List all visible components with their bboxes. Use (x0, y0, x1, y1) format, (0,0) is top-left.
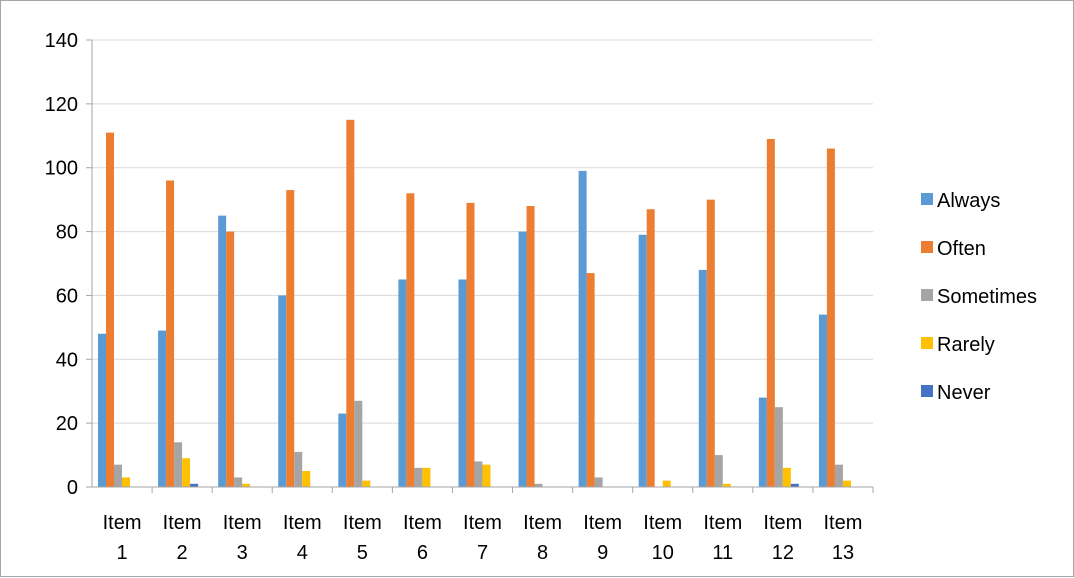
bar-often (526, 206, 535, 487)
bar-sometimes (834, 464, 843, 487)
tick-labels: 0 20 40 60 80 100 120 140 Item 1 Item 2 Item 3 Item 4 It… (45, 30, 863, 564)
bar-sometimes (594, 477, 603, 487)
y-tick-label: 40 (56, 349, 78, 371)
bar-rarely (362, 480, 371, 487)
bar-sometimes (294, 451, 303, 487)
bar-often (166, 180, 175, 487)
x-tick-label: Item 9 (583, 512, 622, 564)
bar-always (518, 231, 527, 487)
bar-often (826, 148, 835, 488)
bar-often (646, 209, 655, 487)
bar-rarely (302, 471, 311, 487)
bar-always (818, 314, 827, 487)
bar-sometimes (234, 477, 243, 487)
legend: Always Often Sometimes Rarely Never (921, 190, 1037, 404)
bar-never (190, 483, 199, 487)
legend-label-never: Never (937, 382, 991, 404)
bar-rarely (182, 458, 191, 487)
y-tick-label: 20 (56, 413, 78, 435)
bar-often (586, 273, 595, 487)
bar-always (218, 215, 227, 487)
bar-never (790, 483, 799, 487)
bar-always (638, 234, 647, 487)
x-tick-label: Item 5 (343, 512, 382, 564)
bar-sometimes (774, 407, 783, 487)
bar-always (458, 279, 467, 487)
x-tick-label: Item 4 (283, 512, 322, 564)
x-tick-label: Item 11 (703, 512, 742, 564)
bar-often (466, 202, 475, 488)
bar-rarely (722, 483, 731, 487)
bar-always (158, 330, 167, 487)
bar-sometimes (114, 464, 122, 487)
bar-sometimes (414, 467, 423, 487)
bar-sometimes (474, 461, 483, 487)
bar-often (706, 199, 715, 487)
bar-always (758, 397, 767, 487)
x-tick-label: Item 1 (103, 512, 142, 564)
bar-always (98, 333, 106, 487)
bars (98, 119, 851, 488)
y-tick-label: 60 (56, 285, 78, 307)
bar-always (698, 269, 707, 487)
legend-swatch-never (921, 385, 933, 397)
x-tick-label: Item 8 (523, 512, 562, 564)
legend-label-sometimes: Sometimes (937, 286, 1037, 308)
bar-often (346, 119, 355, 488)
bar-sometimes (354, 400, 363, 487)
bar-rarely (842, 480, 851, 487)
bar-sometimes (714, 455, 723, 487)
bar-always (398, 279, 407, 487)
bar-always (278, 295, 287, 487)
bar-rarely (122, 477, 130, 487)
bar-always (338, 413, 347, 487)
legend-swatch-sometimes (921, 289, 933, 301)
y-tick-label: 80 (56, 222, 78, 244)
legend-swatch-often (921, 241, 933, 253)
bar-always (578, 170, 587, 487)
x-tick-label: Item 2 (163, 512, 202, 564)
bar-often (106, 132, 114, 488)
x-tick-label: Item 13 (824, 512, 863, 564)
x-tick-label: Item 6 (403, 512, 442, 564)
bar-often (286, 190, 295, 488)
y-tick-label: 0 (67, 477, 78, 499)
legend-label-rarely: Rarely (937, 334, 995, 356)
bar-often (226, 231, 235, 487)
bar-rarely (662, 480, 671, 487)
bar-often (406, 193, 415, 487)
x-tick-label: Item 12 (763, 512, 802, 564)
legend-swatch-rarely (921, 337, 933, 349)
y-tick-label: 140 (45, 30, 78, 52)
bar-often (766, 138, 775, 487)
bar-sometimes (534, 483, 543, 487)
legend-label-always: Always (937, 190, 1000, 212)
y-tick-label: 120 (45, 94, 78, 116)
x-tick-label: Item 10 (643, 512, 682, 564)
x-tick-label: Item 3 (223, 512, 262, 564)
legend-label-often: Often (937, 238, 986, 260)
bar-rarely (422, 467, 431, 487)
axes (86, 39, 874, 493)
gridlines (92, 39, 873, 424)
bar-rarely (482, 464, 491, 487)
y-tick-label: 100 (45, 158, 78, 180)
legend-swatch-always (921, 193, 933, 205)
bar-rarely (782, 467, 791, 487)
x-tick-label: Item 7 (463, 512, 502, 564)
bar-rarely (242, 483, 251, 487)
bar-sometimes (174, 442, 183, 487)
